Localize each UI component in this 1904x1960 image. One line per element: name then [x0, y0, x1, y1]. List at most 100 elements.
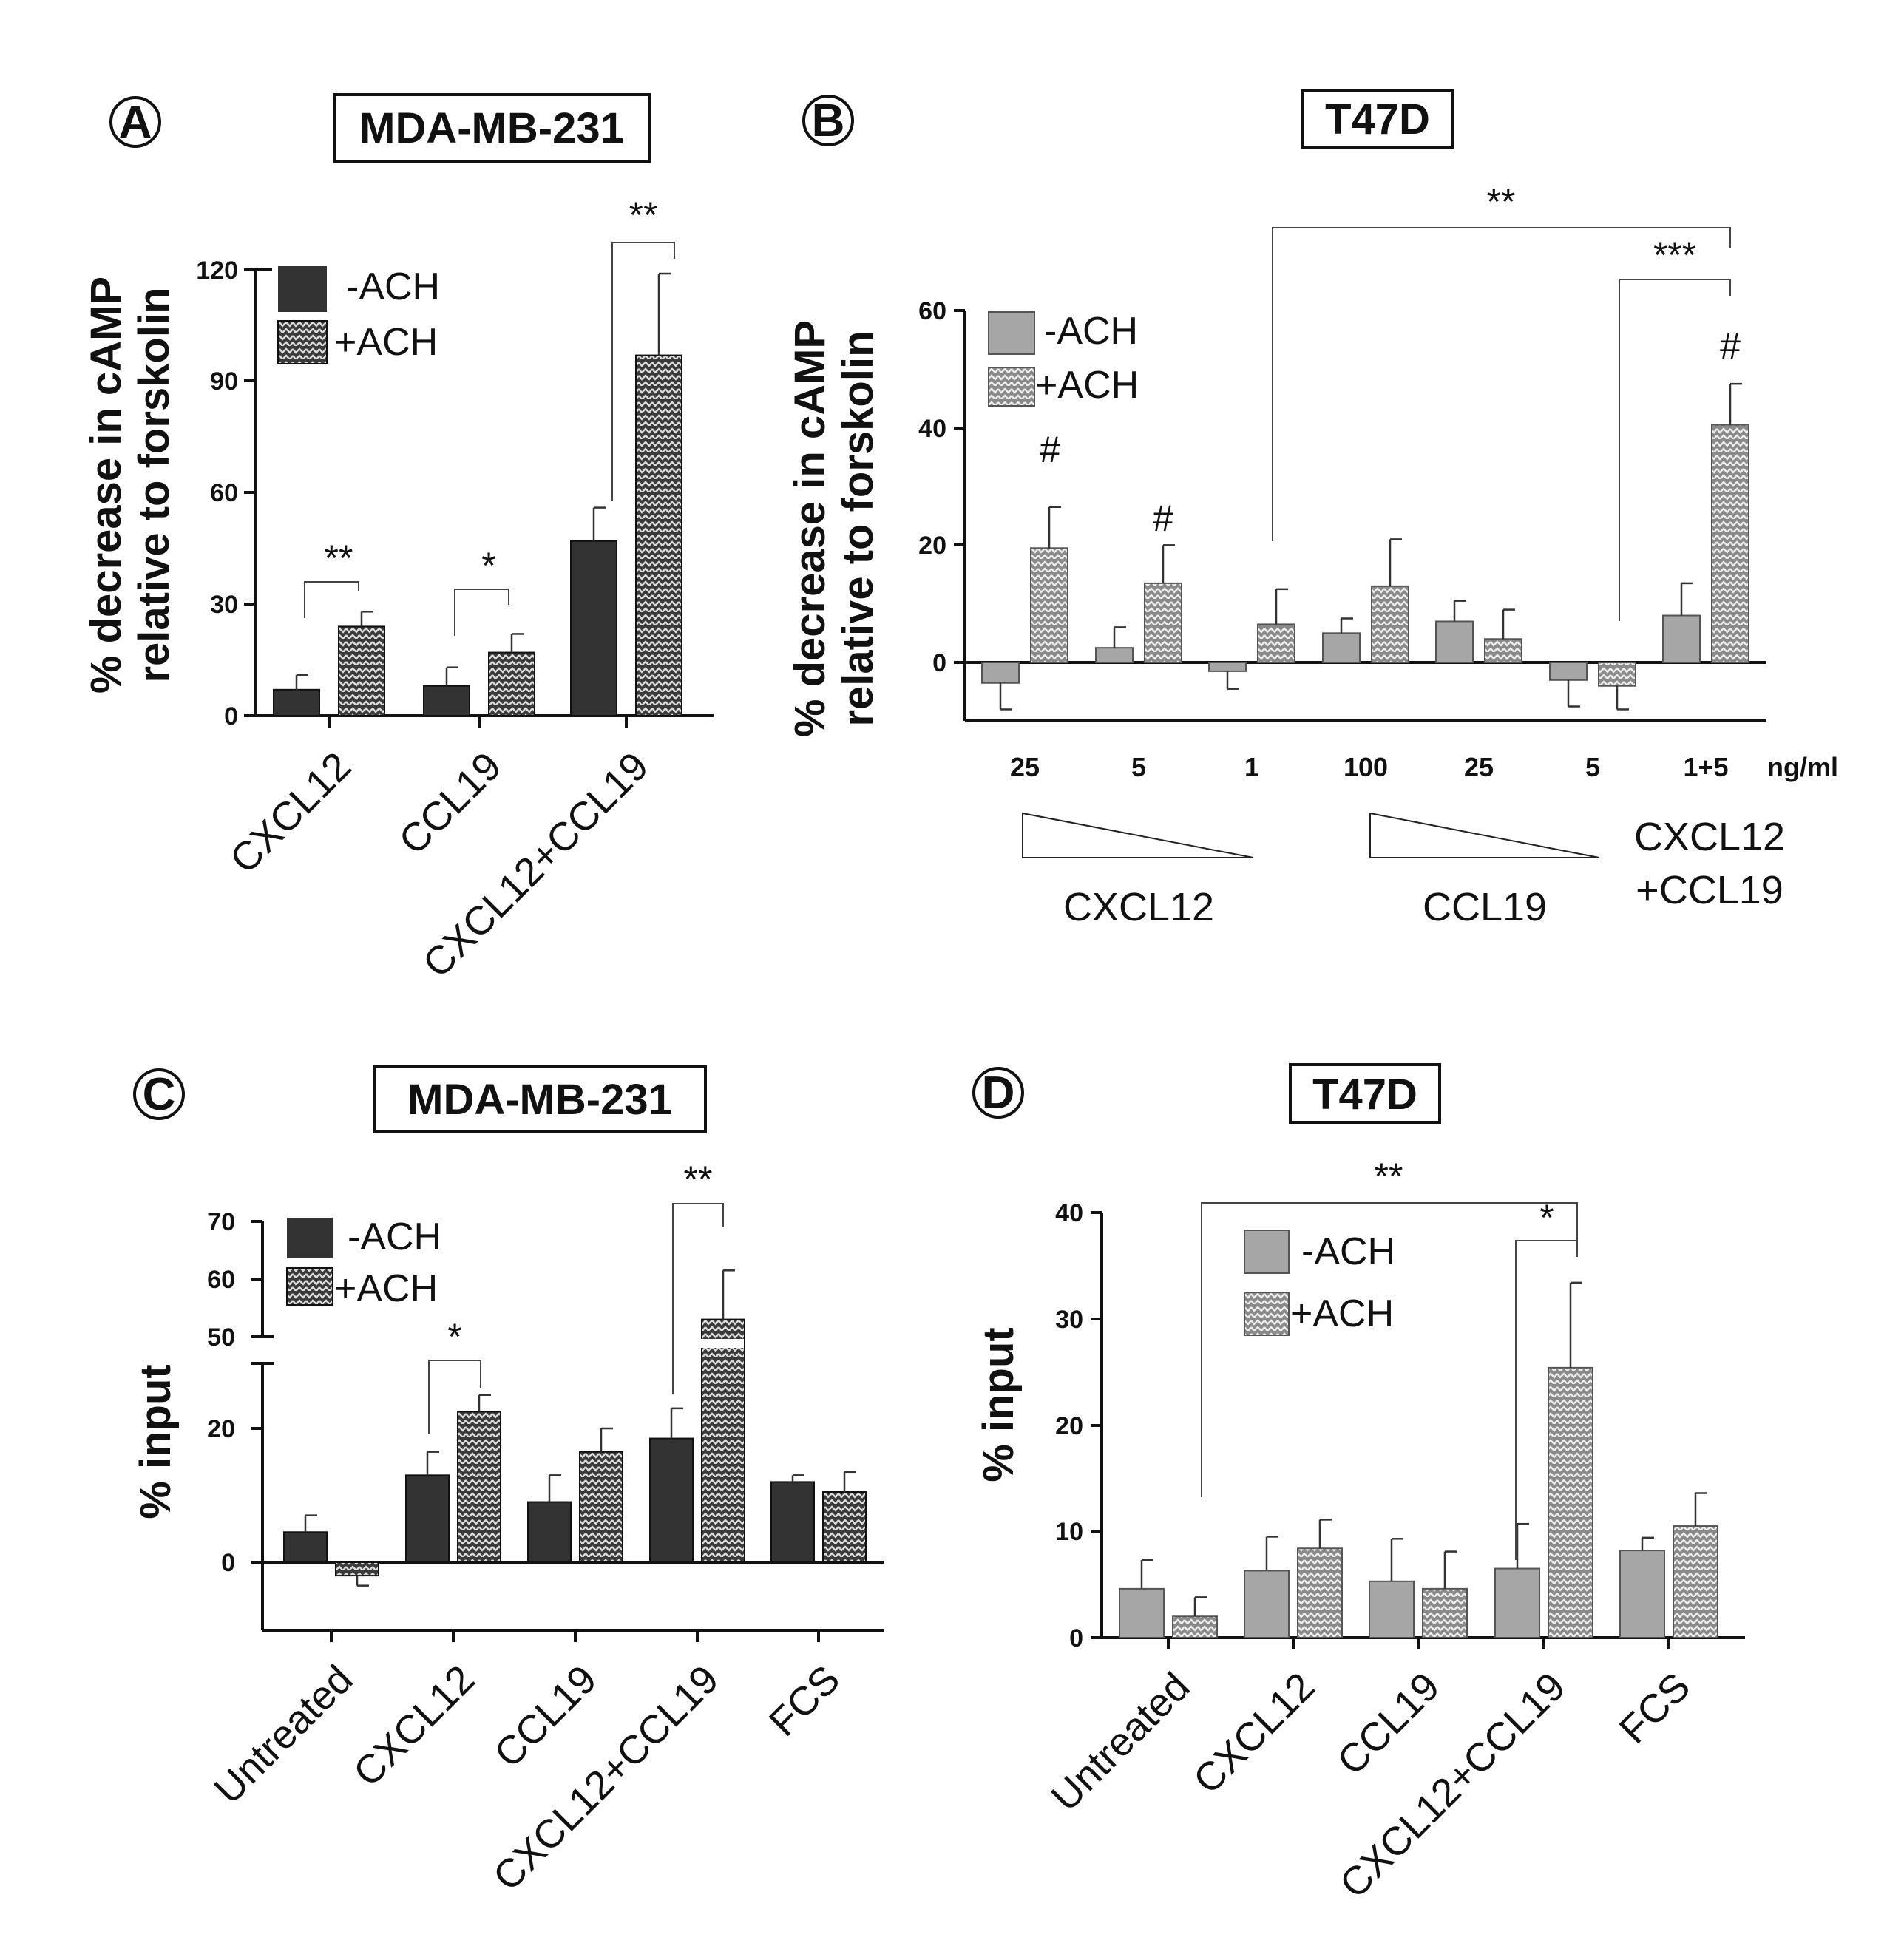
- bar-plus-ach: [1257, 623, 1295, 664]
- panel-b-legend: -ACH +ACH: [988, 310, 1139, 407]
- panel-a-ylabel-line2: relative to forskolin: [130, 287, 178, 682]
- sig-mark: *: [1539, 1197, 1554, 1238]
- legend-swatch-plus-ach: [1244, 1292, 1290, 1336]
- panel-d-ytick: 10: [1055, 1518, 1083, 1546]
- panel-b-concentration: 1: [1244, 752, 1259, 782]
- bar-minus-ach: [981, 662, 1020, 684]
- legend-swatch-plus-ach: [988, 367, 1035, 407]
- panel-b-group-label: CXCL12: [1063, 885, 1214, 929]
- sig-mark: **: [684, 1159, 713, 1200]
- panel-c-ytick: 50: [207, 1323, 235, 1352]
- panel-d-ytick: 30: [1055, 1306, 1083, 1334]
- panel-b-letter: B: [812, 95, 845, 146]
- bar-minus-ach: [1208, 662, 1247, 672]
- panel-a-ytick: 0: [224, 702, 238, 730]
- bar-plus-ach: [635, 354, 682, 716]
- panel-a-yticks: 0 30 60 90 120: [196, 257, 255, 730]
- panel-d-bars: [1119, 1281, 1718, 1638]
- panel-b-bars: [981, 382, 1749, 711]
- panel-a-ytick: 30: [210, 591, 238, 619]
- legend-label: -ACH: [346, 265, 440, 308]
- bar-plus-ach: [1422, 1587, 1468, 1638]
- panel-a-significance: ** * **: [304, 194, 675, 636]
- panel-b-concentration: 5: [1585, 752, 1600, 782]
- legend-label: +ACH: [1035, 364, 1139, 407]
- panel-c-ytick: 20: [207, 1415, 235, 1443]
- panel-b-ytick: 40: [918, 415, 946, 443]
- panel-a-ytick: 120: [196, 257, 238, 285]
- panel-b-unit-label: ng/ml: [1767, 752, 1838, 782]
- bar-plus-ach: [1371, 585, 1409, 663]
- sig-mark: ***: [1653, 234, 1696, 276]
- panel-a-legend: -ACH +ACH: [277, 265, 440, 364]
- panel-c-category-label: FCS: [761, 1657, 849, 1745]
- bar-plus-ach: [579, 1451, 623, 1564]
- bar-plus-ach: [488, 651, 535, 717]
- bar-plus-ach: [1711, 424, 1749, 663]
- panel-c-ylabel: % input: [132, 1364, 180, 1519]
- legend-label: +ACH: [334, 1267, 438, 1310]
- panel-a-title-box: [333, 93, 651, 163]
- panel-b-category-labels: 25 5 1 100 25 5 1+5 ng/ml: [1010, 752, 1838, 782]
- bar-plus-ach: [1030, 547, 1068, 663]
- sig-bracket: [1515, 1240, 1578, 1560]
- hash-mark: #: [1153, 498, 1173, 539]
- hash-mark: #: [1720, 325, 1741, 367]
- sig-bracket: [1619, 279, 1731, 621]
- panel-b-group-label: CCL19: [1423, 885, 1547, 929]
- panel-c-ytick: 70: [207, 1208, 235, 1236]
- panel-b-significance: # # # ** ***: [1040, 181, 1741, 621]
- bar-minus-ach: [649, 1437, 694, 1563]
- ccl19-gradient-triangle: [1369, 812, 1600, 858]
- panel-b-concentration: 5: [1131, 752, 1146, 782]
- bar-minus-ach: [273, 688, 320, 717]
- bar-plus-ach: [338, 625, 385, 717]
- panel-b-ytick: 20: [918, 532, 946, 560]
- legend-swatch-plus-ach: [277, 320, 328, 364]
- legend-swatch-minus-ach: [278, 266, 327, 312]
- panel-b-group-label: +CCL19: [1636, 868, 1783, 912]
- panel-c: C MDA-MB-231 % input 0 20 50 60 70: [132, 1065, 884, 1899]
- sig-bracket: [1272, 227, 1731, 541]
- sig-bracket: [611, 242, 675, 501]
- panel-c-axis-break: [251, 1335, 274, 1365]
- panel-d-xticks: [1167, 1638, 1670, 1649]
- bar-minus-ach: [570, 540, 617, 717]
- sig-bracket: [428, 1360, 481, 1434]
- sig-mark: *: [481, 545, 495, 586]
- legend-swatch-plus-ach: [286, 1267, 333, 1306]
- panel-c-category-label: Untreated: [206, 1657, 361, 1812]
- panel-d-letter: D: [982, 1068, 1015, 1119]
- hash-mark: #: [1040, 429, 1060, 470]
- panel-a-title: MDA-MB-231: [359, 104, 624, 152]
- bar-minus-ach: [770, 1481, 815, 1564]
- legend-label: +ACH: [1290, 1292, 1394, 1335]
- bar-plus-ach: [335, 1561, 379, 1577]
- panel-b: B T47D % decrease in cAMP relative to fo…: [786, 89, 1838, 929]
- panel-c-bars: [283, 1269, 867, 1587]
- panel-d-category-label: CXCL12: [1185, 1664, 1324, 1803]
- panel-c-category-label: CXCL12: [345, 1657, 484, 1795]
- panel-a-ytick: 60: [210, 479, 238, 507]
- panel-d-ytick: 0: [1069, 1624, 1083, 1652]
- bar-minus-ach: [1549, 662, 1588, 681]
- sig-mark: **: [1487, 181, 1516, 223]
- panel-a-ylabel-line1: % decrease in cAMP: [82, 277, 130, 694]
- panel-c-xticks: [330, 1630, 820, 1642]
- bar-plus-ach: [1548, 1366, 1593, 1638]
- axis-break-gap: [695, 1339, 744, 1348]
- panel-c-letter: C: [143, 1069, 176, 1120]
- panel-d-ytick: 20: [1055, 1412, 1083, 1440]
- panel-d-category-label: CXCL12+CCL19: [1332, 1664, 1574, 1907]
- panel-c-legend: -ACH +ACH: [286, 1215, 441, 1310]
- panel-d-category-label: CCL19: [1329, 1664, 1448, 1783]
- panel-c-yticks: 0 20 50 60 70: [207, 1208, 262, 1577]
- panel-d-ytick: 40: [1055, 1199, 1083, 1227]
- bar-plus-ach: [701, 1318, 745, 1563]
- panel-d: D T47D % input 0 10 20 30 40 Untre: [972, 1063, 1745, 1907]
- panel-d-category-label: Untreated: [1043, 1664, 1198, 1820]
- panel-d-circle: [972, 1067, 1024, 1119]
- sig-bracket: [672, 1203, 724, 1394]
- panel-d-significance: ** *: [1201, 1156, 1578, 1560]
